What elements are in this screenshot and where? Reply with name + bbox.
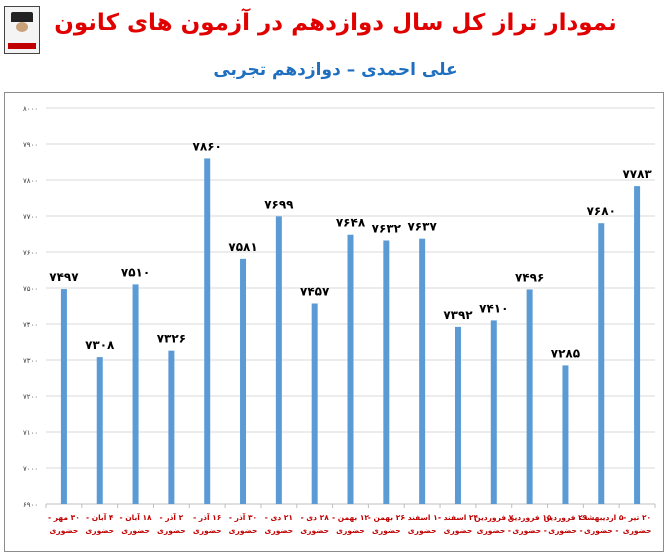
plot-frame <box>4 92 664 552</box>
y-tick-label: ۷۱۰۰ <box>23 429 38 437</box>
x-tick-label: ۱۸ آبان - <box>120 512 153 522</box>
bar <box>311 303 318 504</box>
x-tick-label: - حضوری <box>512 526 546 535</box>
bar <box>275 216 282 505</box>
x-tick-label: حضوری <box>623 526 652 535</box>
bar <box>96 357 103 504</box>
school-logo <box>4 6 40 54</box>
data-label: ۷۴۱۰ <box>479 301 508 315</box>
x-tick-label: ۲۸ دی - <box>301 513 330 522</box>
x-tick-label: حضوری <box>229 526 258 535</box>
data-label: ۷۶۴۸ <box>336 216 366 230</box>
data-label: ۷۸۶۰ <box>193 139 222 153</box>
x-tick-label: ۳۰ آذر - <box>229 512 257 522</box>
x-tick-label: حضوری <box>157 526 186 535</box>
data-label: ۷۴۹۷ <box>49 270 79 284</box>
bar <box>490 320 497 504</box>
y-tick-label: ۷۵۰۰ <box>23 285 38 293</box>
bar <box>419 238 426 504</box>
x-tick-label: ۱۰ اسفند - <box>402 513 442 522</box>
bar <box>60 289 67 504</box>
x-tick-label: حضوری <box>265 526 294 535</box>
y-tick-label: ۷۳۰۰ <box>23 357 38 365</box>
bar <box>562 365 569 504</box>
data-label: ۷۳۰۸ <box>85 338 115 352</box>
x-tick-label: ۲۹ فروردین <box>544 513 588 522</box>
data-label: ۷۶۳۷ <box>407 220 437 234</box>
x-tick-label: ۲۴ اسفند - <box>438 513 479 522</box>
bar <box>526 289 533 504</box>
x-tick-label: حضوری <box>336 526 365 535</box>
x-tick-label: ۲ آذر - <box>160 512 184 522</box>
y-tick-label: ۷۷۰۰ <box>23 213 38 221</box>
x-tick-label: حضوری <box>85 526 114 535</box>
data-label: ۷۵۸۱ <box>228 240 257 254</box>
y-tick-label: ۷۸۰۰ <box>23 177 38 185</box>
x-tick-label: - حضوری <box>584 526 618 535</box>
x-tick-label: - حضوری <box>477 526 511 535</box>
x-tick-label: ۱۶ آذر - <box>193 512 221 522</box>
logo-banner <box>8 43 36 49</box>
x-tick-label: ۲۶ بهمن - <box>368 513 405 522</box>
data-label: ۷۳۹۲ <box>443 308 473 322</box>
data-label: ۷۴۹۶ <box>515 270 544 284</box>
y-tick-label: ۶۹۰۰ <box>23 501 38 509</box>
data-label: ۷۲۸۵ <box>551 346 580 360</box>
x-tick-label: حضوری <box>300 526 329 535</box>
data-label: ۷۳۲۶ <box>157 332 186 346</box>
y-tick-label: ۸۰۰۰ <box>23 105 38 113</box>
x-tick-label: حضوری <box>444 526 473 535</box>
x-tick-label: ۳۰ مهر - <box>48 513 80 522</box>
data-label: ۷۶۸۰ <box>587 204 616 218</box>
data-label: ۷۶۹۹ <box>264 197 294 211</box>
x-tick-label: ۴ آبان - <box>86 512 114 522</box>
bar <box>383 240 390 505</box>
bar <box>132 284 139 504</box>
x-tick-label: حضوری <box>193 526 222 535</box>
x-tick-label: ۷ فروردین <box>474 513 514 522</box>
chart-subtitle: علی احمدی – دوازدهم تجربی <box>213 60 458 80</box>
bar <box>454 326 461 504</box>
x-tick-label: - حضوری <box>548 526 582 535</box>
data-label: ۷۷۸۳ <box>622 167 652 181</box>
bar <box>634 186 641 504</box>
x-tick-label: حضوری <box>121 526 150 535</box>
data-label: ۷۵۱۰ <box>121 265 150 279</box>
student-figure-icon <box>16 22 28 32</box>
x-tick-label: ۱۲ بهمن - <box>332 513 369 522</box>
x-tick-label: ۲۱ دی - <box>265 513 293 522</box>
x-tick-label: حضوری <box>372 526 401 535</box>
bar <box>240 258 247 504</box>
data-label: ۷۶۳۲ <box>372 221 402 235</box>
y-tick-label: ۷۶۰۰ <box>23 249 38 257</box>
y-tick-label: ۷۹۰۰ <box>23 141 38 149</box>
x-tick-label: حضوری <box>408 526 437 535</box>
y-tick-label: ۷۰۰۰ <box>23 465 38 473</box>
y-tick-label: ۷۲۰۰ <box>23 393 38 401</box>
bar <box>598 223 605 504</box>
graduation-cap-icon <box>11 12 33 22</box>
x-tick-label: ۲۰ تیر - <box>623 513 651 522</box>
bar <box>168 350 175 504</box>
chart-title: نمودار تراز کل سال دوازدهم در آزمون های … <box>54 10 617 36</box>
x-tick-label: ۵ اردیبهشت <box>579 513 624 522</box>
data-label: ۷۴۵۷ <box>300 284 330 298</box>
bar <box>204 158 211 504</box>
x-tick-label: ۱۵ فروردین <box>508 513 552 522</box>
bar <box>347 234 354 504</box>
x-tick-label: حضوری <box>50 526 79 535</box>
y-tick-label: ۷۴۰۰ <box>23 321 38 329</box>
